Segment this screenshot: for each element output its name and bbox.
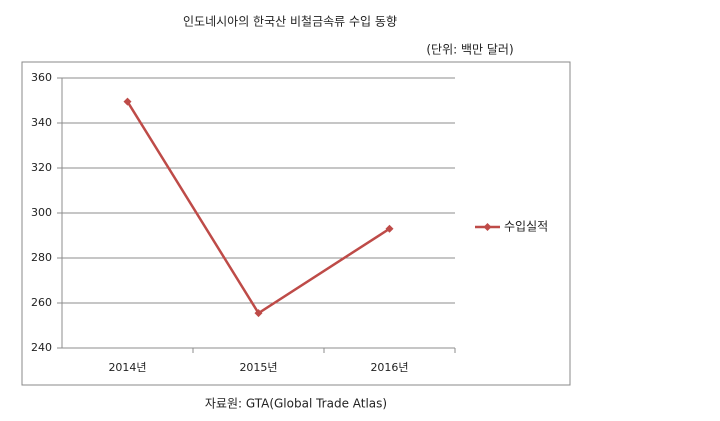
data-point [385, 224, 394, 233]
y-tick-label: 260 [31, 296, 52, 309]
y-tick-label: 240 [31, 341, 52, 354]
y-tick-label: 320 [31, 161, 52, 174]
legend-marker [483, 223, 492, 231]
data-line [126, 100, 391, 315]
x-tick-label: 2016년 [370, 361, 408, 374]
legend-label: 수입실적 [504, 220, 548, 234]
data-point [254, 309, 263, 318]
x-tick-label: 2014년 [108, 361, 146, 374]
source-note: 자료원: GTA(Global Trade Atlas) [205, 397, 387, 411]
x-tick-label: 2015년 [239, 361, 277, 374]
y-tick-label: 300 [31, 206, 52, 219]
y-tick-label: 280 [31, 251, 52, 264]
chart-subtitle: (단위: 백만 달러) [426, 43, 513, 57]
chart-frame [21, 61, 571, 386]
data-point [123, 97, 132, 106]
chart-title: 인도네시아의 한국산 비철금속류 수입 동향 [183, 15, 397, 29]
y-tick-label: 360 [31, 71, 52, 84]
y-tick-label: 340 [31, 116, 52, 129]
